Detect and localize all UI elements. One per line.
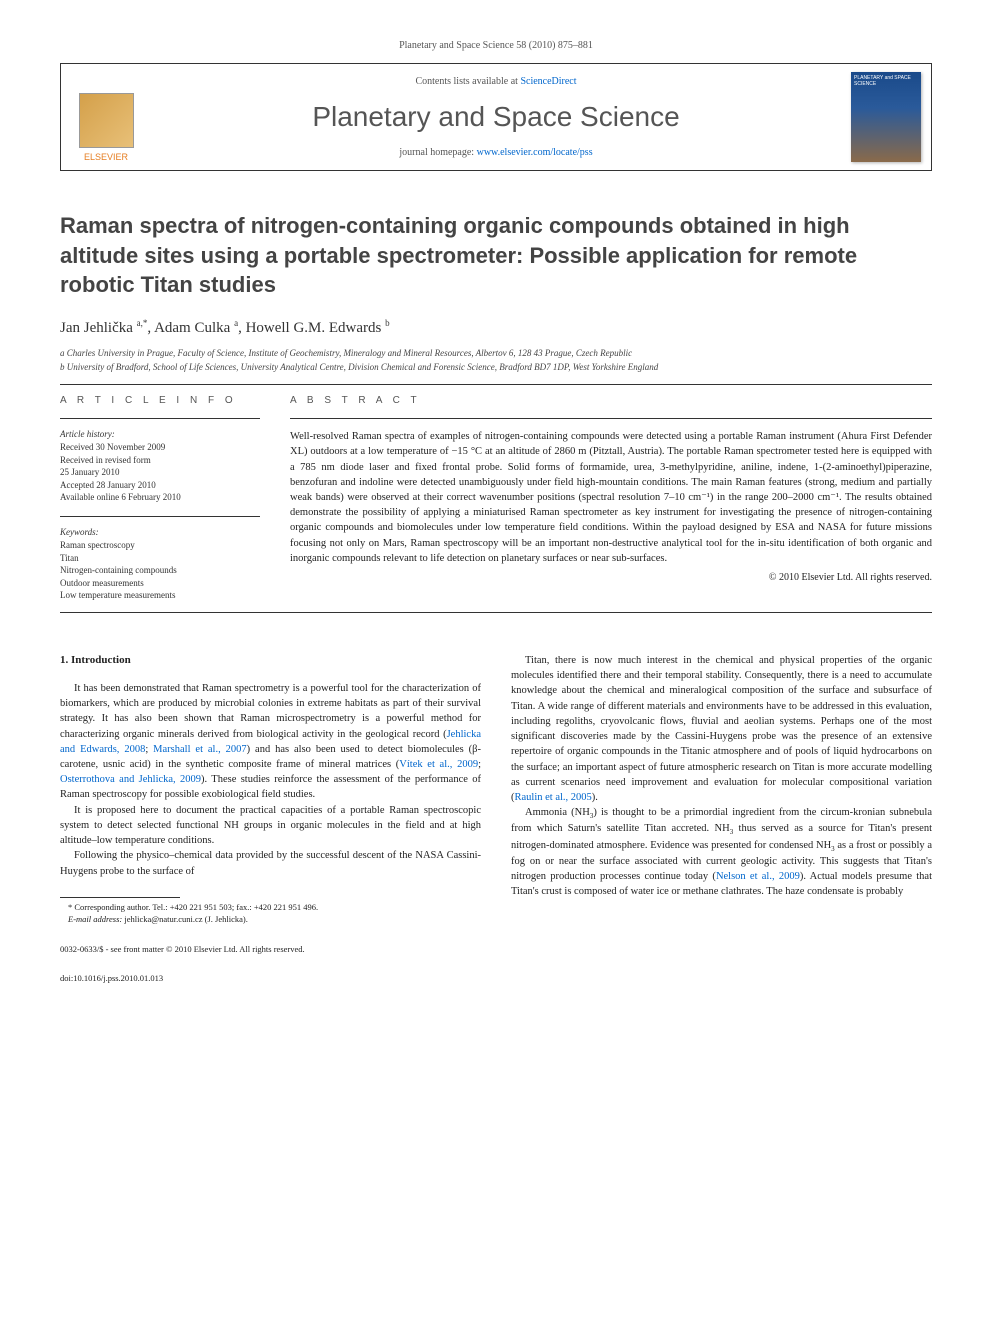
sciencedirect-link[interactable]: ScienceDirect (520, 76, 576, 87)
column-left: 1. Introduction It has been demonstrated… (60, 653, 481, 985)
footer-doi: doi:10.1016/j.pss.2010.01.013 (60, 973, 481, 985)
history-text: Received 30 November 2009Received in rev… (60, 441, 260, 504)
email-value: jehlicka@natur.cuni.cz (J. Jehlicka). (124, 914, 247, 924)
publisher-name: ELSEVIER (84, 152, 128, 162)
journal-cover-text: PLANETARY and SPACE SCIENCE (851, 72, 921, 90)
elsevier-tree-icon (79, 93, 134, 148)
journal-header-center: Contents lists available at ScienceDirec… (151, 64, 841, 170)
contents-prefix: Contents lists available at (415, 76, 520, 87)
affiliation-a: a Charles University in Prague, Faculty … (60, 347, 932, 361)
abstract-heading: A B S T R A C T (290, 395, 932, 406)
abstract-text: Well-resolved Raman spectra of examples … (290, 429, 932, 566)
article-info-block: A R T I C L E I N F O Article history: R… (60, 395, 260, 602)
article-info-heading: A R T I C L E I N F O (60, 395, 260, 406)
body-para-3: Following the physico–chemical data prov… (60, 848, 481, 878)
homepage-line: journal homepage: www.elsevier.com/locat… (151, 147, 841, 158)
column-right: Titan, there is now much interest in the… (511, 653, 932, 985)
footer-issn: 0032-0633/$ - see front matter © 2010 El… (60, 944, 481, 956)
divider-top (60, 384, 932, 385)
body-para-1: It has been demonstrated that Raman spec… (60, 681, 481, 803)
affiliations: a Charles University in Prague, Faculty … (60, 347, 932, 374)
keywords-label: Keywords: (60, 527, 260, 537)
info-abstract-row: A R T I C L E I N F O Article history: R… (60, 395, 932, 602)
history-label: Article history: (60, 429, 260, 439)
email-note: E-mail address: jehlicka@natur.cuni.cz (… (60, 914, 481, 926)
journal-cover-block: PLANETARY and SPACE SCIENCE (841, 64, 931, 170)
journal-header-box: ELSEVIER Contents lists available at Sci… (60, 63, 932, 171)
body-para-2: It is proposed here to document the prac… (60, 803, 481, 849)
running-head: Planetary and Space Science 58 (2010) 87… (60, 40, 932, 51)
journal-cover-icon: PLANETARY and SPACE SCIENCE (851, 72, 921, 162)
contents-available-line: Contents lists available at ScienceDirec… (151, 76, 841, 87)
email-label: E-mail address: (68, 914, 122, 924)
affiliation-b: b University of Bradford, School of Life… (60, 361, 932, 375)
footnote-divider (60, 897, 180, 898)
article-title: Raman spectra of nitrogen-containing org… (60, 211, 932, 300)
homepage-prefix: journal homepage: (399, 147, 476, 158)
divider-info-1 (60, 418, 260, 419)
divider-info-2 (60, 516, 260, 517)
abstract-copyright: © 2010 Elsevier Ltd. All rights reserved… (290, 572, 932, 583)
body-columns: 1. Introduction It has been demonstrated… (60, 653, 932, 985)
authors: Jan Jehlička a,*, Adam Culka a, Howell G… (60, 318, 932, 337)
section-1-heading: 1. Introduction (60, 653, 481, 669)
corresponding-author-note: * Corresponding author. Tel.: +420 221 9… (60, 902, 481, 914)
homepage-link[interactable]: www.elsevier.com/locate/pss (477, 147, 593, 158)
body-para-4: Titan, there is now much interest in the… (511, 653, 932, 805)
abstract-block: A B S T R A C T Well-resolved Raman spec… (290, 395, 932, 602)
journal-name: Planetary and Space Science (151, 101, 841, 133)
keywords-text: Raman spectroscopyTitanNitrogen-containi… (60, 539, 260, 602)
publisher-logo-block: ELSEVIER (61, 64, 151, 170)
body-para-5: Ammonia (NH3) is thought to be a primord… (511, 805, 932, 899)
divider-bottom (60, 612, 932, 613)
divider-abstract (290, 418, 932, 419)
